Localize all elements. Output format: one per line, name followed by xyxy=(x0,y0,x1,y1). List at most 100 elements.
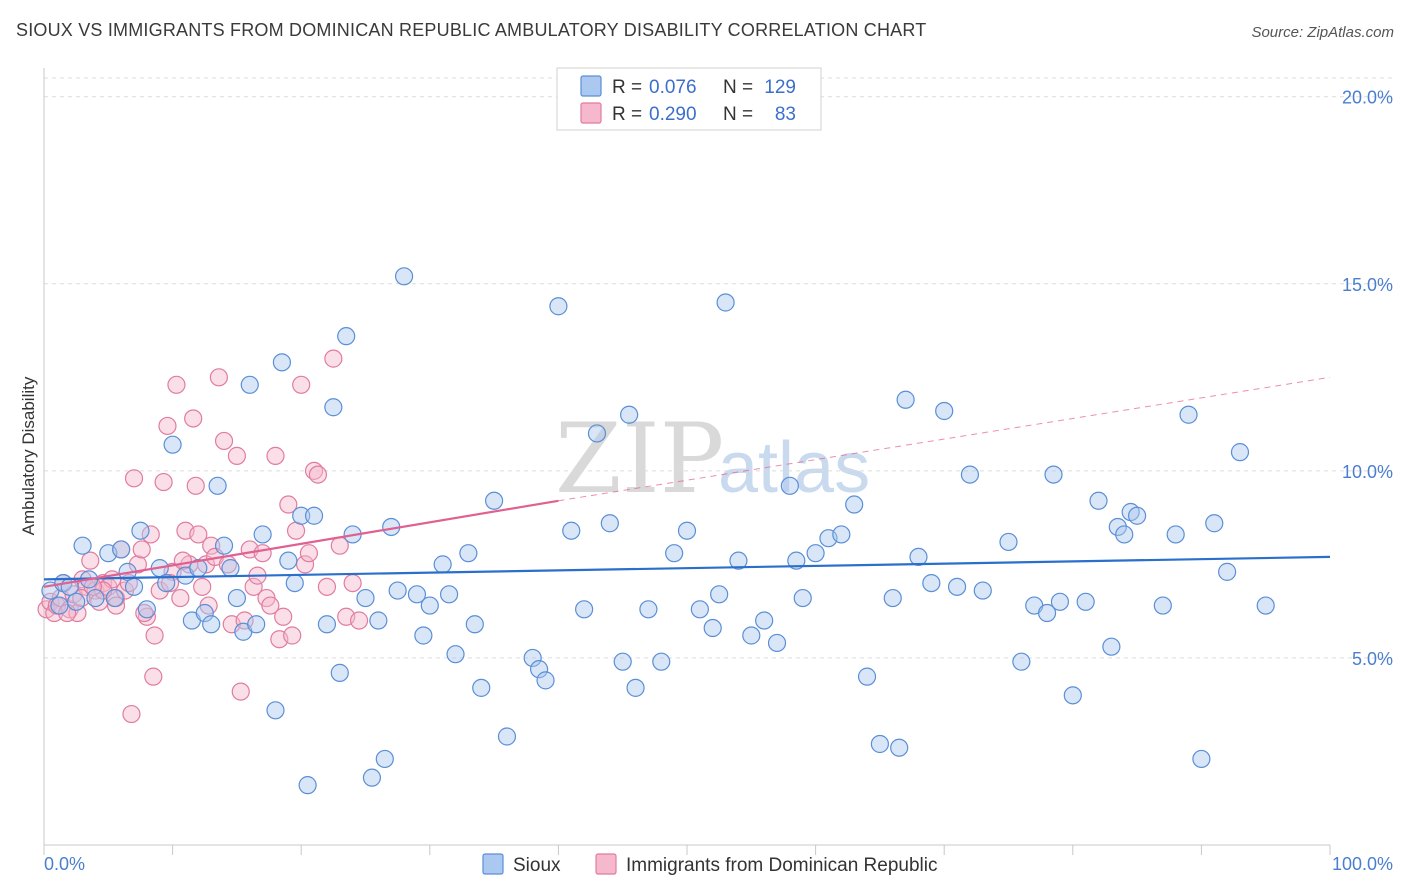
dr-point-73 xyxy=(106,596,126,615)
dr-point-27 xyxy=(150,581,169,600)
sioux-point-56 xyxy=(459,544,478,563)
dr-point-39 xyxy=(202,536,221,555)
sioux-point-73 xyxy=(652,652,671,671)
dr-point-32 xyxy=(171,588,190,608)
sioux-point-113 xyxy=(1115,525,1134,544)
dr-point-41 xyxy=(209,368,228,387)
x-tick-min: 0.0% xyxy=(44,854,85,874)
sioux-point-54 xyxy=(439,585,459,604)
sioux-point-45 xyxy=(369,611,388,630)
sioux-point-85 xyxy=(787,551,806,570)
gridlines xyxy=(44,77,1393,659)
sioux-point-91 xyxy=(857,667,877,686)
legend-r-label-dr: R = xyxy=(612,104,642,125)
legend-n-label-sioux: N = xyxy=(723,77,753,98)
sioux-point-29 xyxy=(247,615,266,634)
series-sioux xyxy=(41,267,1275,795)
sioux-point-123 xyxy=(1256,596,1275,615)
sioux-point-105 xyxy=(1037,603,1057,623)
sioux-point-70 xyxy=(620,405,639,424)
series-legend: Sioux Immigrants from Dominican Republic xyxy=(482,853,938,876)
dr-point-53 xyxy=(261,596,280,615)
trend-lines xyxy=(43,376,1331,588)
sioux-point-71 xyxy=(626,678,645,697)
sioux-point-50 xyxy=(407,585,427,604)
dr-point-72 xyxy=(144,667,163,686)
sioux-point-87 xyxy=(806,544,825,563)
legend-n-label-dr: N = xyxy=(723,104,753,125)
dr-point-36 xyxy=(189,525,208,544)
dr-point-81 xyxy=(186,476,205,495)
bottom-legend-swatch-sioux xyxy=(482,853,504,875)
dr-point-79 xyxy=(160,573,180,593)
sioux-point-5 xyxy=(73,536,92,555)
sioux-point-7 xyxy=(86,588,105,608)
sioux-point-57 xyxy=(465,615,484,634)
sioux-point-51 xyxy=(414,626,433,645)
legend-n-value-dr: 83 xyxy=(775,104,796,125)
sioux-point-62 xyxy=(530,660,549,679)
sioux-point-95 xyxy=(896,390,915,409)
sioux-point-120 xyxy=(1205,514,1224,533)
sioux-point-41 xyxy=(337,327,356,346)
series-dominican-republic xyxy=(37,349,369,724)
sioux-point-103 xyxy=(1012,652,1031,671)
y-tick-label-0: 5.0% xyxy=(1352,649,1393,669)
sioux-point-24 xyxy=(214,536,234,555)
sioux-point-30 xyxy=(253,525,272,544)
sioux-point-32 xyxy=(272,353,292,372)
sioux-point-53 xyxy=(433,555,452,574)
sioux-point-38 xyxy=(317,615,337,634)
dr-point-70 xyxy=(349,611,369,630)
sioux-point-119 xyxy=(1192,749,1211,769)
sioux-point-90 xyxy=(845,495,864,514)
sioux-point-59 xyxy=(485,491,504,510)
sioux-point-82 xyxy=(755,611,774,630)
sioux-point-94 xyxy=(890,738,909,757)
sioux-point-93 xyxy=(883,588,902,608)
dr-point-66 xyxy=(324,349,343,368)
sioux-point-40 xyxy=(330,663,349,682)
dr-point-23 xyxy=(132,540,151,559)
sioux-point-108 xyxy=(1063,686,1082,705)
sioux-point-75 xyxy=(677,521,697,540)
sioux-point-97 xyxy=(922,573,941,593)
sioux-point-4 xyxy=(67,592,86,611)
sioux-point-12 xyxy=(124,577,144,596)
sioux-point-98 xyxy=(935,401,954,421)
legend-swatch-sioux xyxy=(580,75,602,97)
sioux-point-63 xyxy=(536,671,555,690)
sioux-point-58 xyxy=(472,678,491,697)
sioux-point-74 xyxy=(665,544,684,563)
sioux-point-81 xyxy=(742,626,761,645)
sioux-point-100 xyxy=(960,465,980,484)
sioux-point-39 xyxy=(324,398,343,417)
sioux-point-102 xyxy=(999,532,1018,552)
dr-point-29 xyxy=(158,416,177,436)
sioux-point-13 xyxy=(131,521,150,540)
sioux-point-118 xyxy=(1179,405,1198,424)
sioux-point-67 xyxy=(587,424,607,443)
y-tick-labels: 5.0% 10.0% 15.0% 20.0% xyxy=(1342,88,1393,669)
sioux-point-110 xyxy=(1089,491,1108,510)
watermark-zip: ZIP xyxy=(555,403,724,515)
sioux-point-43 xyxy=(356,588,375,608)
sioux-point-37 xyxy=(304,506,324,525)
sioux-point-55 xyxy=(446,645,465,664)
x-tick-max: 100.0% xyxy=(1332,854,1393,874)
legend-r-label-sioux: R = xyxy=(612,77,642,98)
sioux-point-117 xyxy=(1166,525,1185,544)
sioux-point-77 xyxy=(703,618,722,638)
sioux-point-79 xyxy=(716,293,735,312)
dr-point-31 xyxy=(167,375,186,394)
dr-point-42 xyxy=(214,431,234,451)
sioux-point-115 xyxy=(1127,506,1147,525)
sioux-point-72 xyxy=(639,600,658,619)
dr-trend-line-extension xyxy=(558,376,1331,502)
sioux-point-122 xyxy=(1230,443,1250,462)
sioux-point-69 xyxy=(613,652,632,671)
sioux-point-34 xyxy=(285,573,304,593)
sioux-point-80 xyxy=(729,551,748,570)
axes xyxy=(43,68,1331,855)
sioux-point-64 xyxy=(549,297,568,316)
